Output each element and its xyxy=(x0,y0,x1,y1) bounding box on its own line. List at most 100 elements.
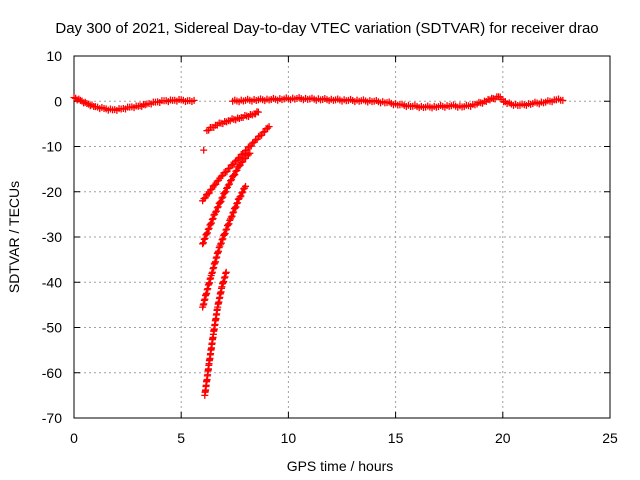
data-marker xyxy=(231,171,239,179)
data-marker xyxy=(217,239,225,247)
data-marker xyxy=(265,123,273,131)
data-marker xyxy=(219,172,227,180)
data-marker xyxy=(238,189,246,197)
data-marker xyxy=(228,212,236,220)
data-marker xyxy=(203,230,211,238)
data-marker xyxy=(225,220,233,228)
data-marker xyxy=(212,208,220,216)
data-marker xyxy=(219,235,227,243)
data-marker xyxy=(227,213,235,221)
data-marker xyxy=(208,216,216,224)
data-marker xyxy=(236,154,244,162)
data-marker xyxy=(203,229,211,237)
data-marker xyxy=(244,151,252,159)
data-marker xyxy=(222,268,230,276)
data-markers xyxy=(70,93,567,399)
data-marker xyxy=(230,172,238,180)
data-marker xyxy=(199,240,207,248)
x-tick-label: 10 xyxy=(281,430,297,446)
data-marker xyxy=(207,220,215,228)
data-marker xyxy=(201,194,209,202)
data-marker xyxy=(247,142,255,150)
data-marker xyxy=(229,209,237,217)
y-tick-label: -20 xyxy=(42,184,62,200)
data-marker xyxy=(261,128,269,136)
data-marker xyxy=(242,154,250,162)
data-marker xyxy=(226,164,234,172)
data-marker xyxy=(200,146,208,154)
y-tick-label: -50 xyxy=(42,320,62,336)
y-tick-label: -30 xyxy=(42,229,62,245)
data-marker xyxy=(216,198,224,206)
data-marker xyxy=(224,221,232,229)
data-marker xyxy=(219,193,227,201)
series-6 xyxy=(199,182,250,311)
data-marker xyxy=(232,167,240,175)
data-marker xyxy=(258,131,266,139)
data-marker xyxy=(207,186,215,194)
data-marker xyxy=(237,192,245,200)
data-marker xyxy=(232,203,240,211)
data-marker xyxy=(246,149,254,157)
x-tick-label: 0 xyxy=(70,430,78,446)
data-marker xyxy=(218,236,226,244)
data-marker xyxy=(239,188,247,196)
x-tick-label: 15 xyxy=(388,430,404,446)
data-marker xyxy=(235,162,243,170)
data-marker xyxy=(204,190,212,198)
series-2 xyxy=(229,93,567,112)
series-7 xyxy=(201,268,230,399)
data-marker xyxy=(190,96,198,104)
data-marker xyxy=(217,197,225,205)
data-marker xyxy=(559,96,567,104)
data-marker xyxy=(214,203,222,211)
data-marker xyxy=(242,182,250,190)
data-marker xyxy=(264,124,272,132)
data-marker xyxy=(204,225,212,233)
series-1 xyxy=(70,94,198,114)
data-marker xyxy=(236,193,244,201)
data-marker xyxy=(211,181,219,189)
data-marker xyxy=(220,230,228,238)
data-marker xyxy=(227,177,235,185)
data-marker xyxy=(222,226,230,234)
data-marker xyxy=(141,101,149,109)
data-marker xyxy=(230,208,238,216)
series-3 xyxy=(203,108,262,135)
y-tick-label: 10 xyxy=(46,48,62,64)
y-tick-label: -70 xyxy=(42,410,62,426)
data-marker xyxy=(221,229,229,237)
x-tick-label: 25 xyxy=(602,430,618,446)
data-marker xyxy=(213,204,221,212)
data-marker xyxy=(226,216,234,224)
data-marker xyxy=(233,200,241,208)
x-tick-label: 5 xyxy=(177,430,185,446)
data-marker xyxy=(233,166,241,174)
grid xyxy=(74,56,610,418)
y-tick-label: -40 xyxy=(42,274,62,290)
data-marker xyxy=(223,168,231,176)
data-marker xyxy=(254,108,262,116)
data-marker xyxy=(212,180,220,188)
chart-title: Day 300 of 2021, Sidereal Day-to-day VTE… xyxy=(55,20,598,37)
data-marker xyxy=(200,195,208,203)
x-axis-title: GPS time / hours xyxy=(287,458,394,474)
data-marker xyxy=(207,219,215,227)
series-5 xyxy=(199,149,254,248)
data-marker xyxy=(223,225,231,233)
data-marker xyxy=(200,235,208,243)
data-marker xyxy=(199,239,207,247)
data-marker xyxy=(253,135,261,143)
series-8 xyxy=(200,146,208,154)
data-marker xyxy=(205,224,213,232)
data-marker xyxy=(234,199,242,207)
x-tick-label: 20 xyxy=(495,430,511,446)
data-marker xyxy=(72,94,80,102)
data-marker xyxy=(224,181,232,189)
data-marker xyxy=(217,240,225,248)
y-axis-title: SDTVAR / TECUs xyxy=(6,181,22,293)
data-marker xyxy=(225,180,233,188)
y-tick-label: -60 xyxy=(42,365,62,381)
data-marker xyxy=(209,215,217,223)
